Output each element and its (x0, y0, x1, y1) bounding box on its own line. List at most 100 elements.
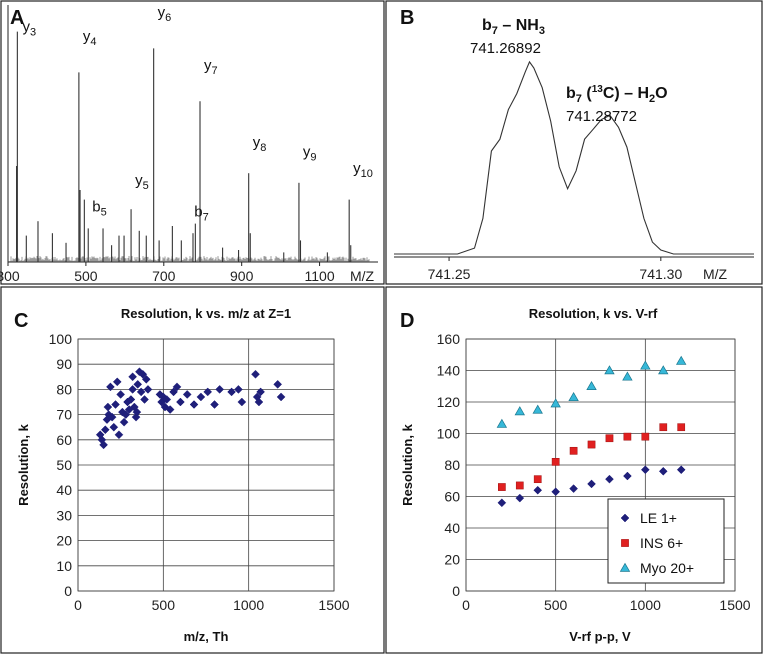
tick-label-y-c-60: 60 (56, 432, 72, 448)
series-line-b (394, 60, 754, 255)
scatter-d: Resolution, k vs. V-rf 0 20 40 60 80 100 120 14… (400, 306, 751, 644)
tick-label-b-0: 741.25 (428, 266, 471, 282)
point-c-10 (111, 400, 120, 409)
annotation-b7-13c-value: 741.28772 (566, 108, 637, 125)
point-d-2-0 (496, 418, 508, 428)
point-c-55 (276, 392, 286, 402)
tick-label-y-c-40: 40 (56, 482, 72, 498)
tick-label-x-d-1500: 1500 (719, 597, 750, 613)
panel-label-a: A (10, 7, 24, 29)
panel-b-border (385, 0, 763, 285)
point-d-0-3 (551, 487, 561, 497)
point-c-36 (162, 395, 172, 404)
noise-floor-a (9, 256, 370, 262)
tick-label-y-c-0: 0 (64, 583, 72, 599)
tick-label-b-1: 741.30 (639, 266, 682, 282)
axis-y-label-d: Resolution, k (400, 423, 415, 505)
tick-label-y-d-100: 100 (437, 426, 461, 442)
point-c-52 (254, 397, 264, 407)
tick-label-a-500: 500 (74, 268, 98, 284)
point-c-13 (116, 390, 126, 399)
axis-y-label-c: Resolution, k (16, 423, 31, 505)
annotation-b7-nh3-value: 741.26892 (470, 40, 541, 57)
point-c-47 (227, 387, 236, 397)
tick-label-y-c-20: 20 (56, 533, 72, 549)
point-d-2-3 (550, 398, 561, 408)
panel-a-border (0, 0, 385, 285)
point-d-1-9 (659, 423, 668, 432)
point-c-42 (189, 400, 199, 409)
tick-label-y-c-50: 50 (56, 457, 72, 473)
point-d-2-10 (675, 355, 687, 365)
point-d-1-6 (605, 434, 614, 443)
point-c-27 (136, 387, 146, 397)
legend-marker-2 (619, 562, 631, 572)
panel-d-border (385, 286, 763, 654)
point-d-0-9 (658, 466, 668, 476)
point-c-8 (107, 412, 117, 422)
point-c-3 (100, 425, 110, 435)
point-c-20 (128, 385, 137, 394)
point-c-48 (234, 385, 243, 394)
tick-label-y-d-60: 60 (444, 489, 460, 505)
tick-label-y-c-10: 10 (56, 558, 72, 574)
ion-label-y9: y9 (303, 143, 317, 163)
point-c-41 (182, 390, 192, 399)
point-d-0-2 (533, 485, 543, 495)
ion-label-b5: b5 (92, 199, 106, 219)
tick-label-x-c-0: 0 (74, 597, 82, 613)
point-c-29 (140, 395, 149, 404)
annotation-b7-nh3-label: b7 – NH3 (482, 17, 545, 37)
ion-label-y7: y7 (204, 57, 218, 77)
point-d-0-7 (623, 471, 632, 481)
point-c-44 (203, 387, 213, 397)
point-d-2-6 (604, 365, 615, 375)
point-c-15 (119, 417, 129, 427)
point-d-2-5 (586, 380, 597, 390)
point-c-7 (106, 382, 115, 392)
annotation-b7-13c-label: b7 (13C) – H2O (566, 84, 668, 105)
ion-label-y6: y6 (158, 4, 172, 24)
legend-marker-0 (620, 513, 630, 523)
point-d-1-1 (515, 481, 524, 490)
tick-label-y-d-120: 120 (437, 394, 461, 410)
point-c-12 (114, 430, 124, 440)
point-c-16 (121, 410, 131, 419)
tick-label-y-c-80: 80 (56, 381, 72, 397)
ion-label-y5: y5 (135, 172, 149, 192)
chart-title-c: Resolution, k vs. m/z at Z=1 (121, 306, 291, 321)
point-d-1-3 (551, 458, 560, 466)
tick-label-y-c-30: 30 (56, 507, 72, 523)
tick-label-a-700: 700 (152, 268, 176, 284)
point-d-1-10 (677, 423, 686, 432)
point-d-1-0 (498, 483, 506, 491)
point-d-0-4 (569, 484, 578, 493)
panel-label-b: B (400, 7, 414, 29)
point-d-2-4 (568, 391, 579, 402)
tick-label-x-d-1000: 1000 (630, 597, 661, 613)
point-c-25 (133, 380, 143, 389)
point-d-0-8 (640, 465, 650, 475)
point-c-19 (126, 395, 136, 404)
tick-label-a-1100: 1100 (305, 268, 335, 284)
point-c-40 (176, 397, 185, 407)
point-c-5 (103, 402, 113, 412)
ion-label-y4: y4 (83, 28, 97, 48)
ion-label-y10: y10 (353, 160, 373, 180)
point-d-1-7 (623, 432, 632, 441)
tick-label-a-300: 300 (0, 268, 20, 284)
point-d-0-1 (515, 493, 525, 503)
point-c-37 (165, 405, 175, 414)
point-c-39 (172, 382, 182, 392)
point-c-49 (237, 397, 247, 407)
tick-label-y-d-140: 140 (437, 363, 461, 379)
point-c-28 (138, 369, 148, 379)
point-c-24 (132, 407, 142, 417)
chart-title-d: Resolution, k vs. V-rf (529, 306, 658, 321)
tick-label-y-d-40: 40 (444, 520, 460, 536)
tick-label-y-d-160: 160 (437, 331, 461, 347)
point-d-0-0 (497, 498, 507, 508)
point-c-30 (141, 374, 151, 384)
point-d-2-1 (514, 406, 526, 416)
panel-c-border (0, 286, 385, 654)
